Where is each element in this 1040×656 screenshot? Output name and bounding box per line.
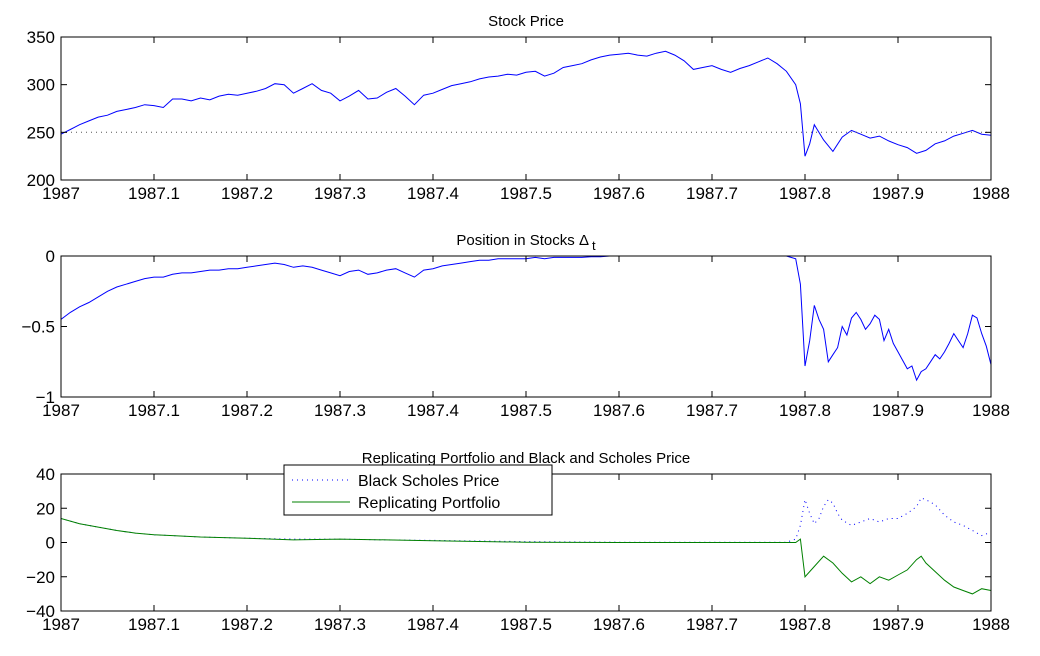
- x-tick-label: 1987.7: [686, 401, 738, 420]
- x-tick-label: 1987.2: [221, 615, 273, 634]
- series-group: [61, 256, 991, 382]
- x-tick-label: 1987.9: [872, 401, 924, 420]
- x-tick-label: 1987.8: [779, 184, 831, 203]
- legend-label: Black Scholes Price: [358, 473, 499, 490]
- series-line-1: [61, 50, 991, 157]
- legend: Black Scholes Price Replicating Portfolio: [283, 464, 553, 516]
- series-line-1: [61, 256, 991, 382]
- x-tick-label: 1987.6: [593, 184, 645, 203]
- y-tick-label: 40: [36, 465, 55, 484]
- x-tick-label: 1987.4: [407, 401, 459, 420]
- x-tick-label: 1987.3: [314, 184, 366, 203]
- series-group: [61, 50, 991, 157]
- x-tick-label: 1987.8: [779, 615, 831, 634]
- x-tick-label: 1987.7: [686, 184, 738, 203]
- x-tick-label: 1987.4: [407, 184, 459, 203]
- x-tick-label: 1987.1: [128, 401, 180, 420]
- x-tick-label: 1987: [42, 615, 80, 634]
- x-tick-label: 1988: [972, 615, 1010, 634]
- x-tick-label: 1987.3: [314, 615, 366, 634]
- legend-box: [283, 464, 553, 516]
- legend-label: Replicating Portfolio: [358, 495, 500, 512]
- x-tick-label: 1987.4: [407, 615, 459, 634]
- chart-title: Stock Price: [488, 13, 564, 30]
- series-group: [61, 497, 991, 595]
- chart-title-subscript: t: [592, 238, 596, 253]
- x-tick-label: 1987.1: [128, 615, 180, 634]
- x-tick-label: 1988: [972, 184, 1010, 203]
- y-tick-label: 350: [27, 28, 55, 47]
- y-tick-label: 20: [36, 499, 55, 518]
- y-tick-label: 250: [27, 123, 55, 142]
- x-tick-label: 1987.7: [686, 615, 738, 634]
- chart-panel-2: 1987 1987.1 1987.2 1987.3 1987.4 1987.5 1987.6…: [21, 232, 1009, 420]
- x-tick-label: 1987.3: [314, 401, 366, 420]
- replicating-portfolio-line: [61, 518, 991, 595]
- y-tick-label: −1: [36, 388, 55, 407]
- x-tick-label: 1987: [42, 401, 80, 420]
- x-tick-label: 1987.2: [221, 184, 273, 203]
- y-tick-label: −0.5: [21, 318, 55, 337]
- black-scholes-price-line: [61, 497, 991, 543]
- x-tick-label: 1987.5: [500, 615, 552, 634]
- x-tick-label: 1987.5: [500, 184, 552, 203]
- x-tick-label: 1987.1: [128, 184, 180, 203]
- x-tick-label: 1987.9: [872, 615, 924, 634]
- axes-box: [60, 36, 992, 181]
- y-tick-label: −40: [26, 602, 55, 621]
- x-tick-label: 1987: [42, 184, 80, 203]
- axes-box: [60, 255, 992, 398]
- y-tick-label: 0: [46, 534, 55, 553]
- x-tick-label: 1987.6: [593, 615, 645, 634]
- x-tick-label: 1988: [972, 401, 1010, 420]
- chart-panel-3: 1987 1987.1 1987.2 1987.3 1987.4 1987.5 1987.6…: [26, 450, 1010, 634]
- y-tick-label: 200: [27, 171, 55, 190]
- y-tick-label: 300: [27, 76, 55, 95]
- chart-panel-1: 1987 1987.1 1987.2 1987.3 1987.4 1987.5 1987.6…: [27, 13, 1010, 203]
- x-tick-label: 1987.8: [779, 401, 831, 420]
- chart-title: Replicating Portfolio and Black and Scho…: [362, 450, 691, 467]
- x-tick-label: 1987.5: [500, 401, 552, 420]
- y-tick-label: −20: [26, 568, 55, 587]
- x-tick-label: 1987.2: [221, 401, 273, 420]
- x-tick-label: 1987.6: [593, 401, 645, 420]
- y-tick-label: 0: [46, 247, 55, 266]
- x-tick-label: 1987.9: [872, 184, 924, 203]
